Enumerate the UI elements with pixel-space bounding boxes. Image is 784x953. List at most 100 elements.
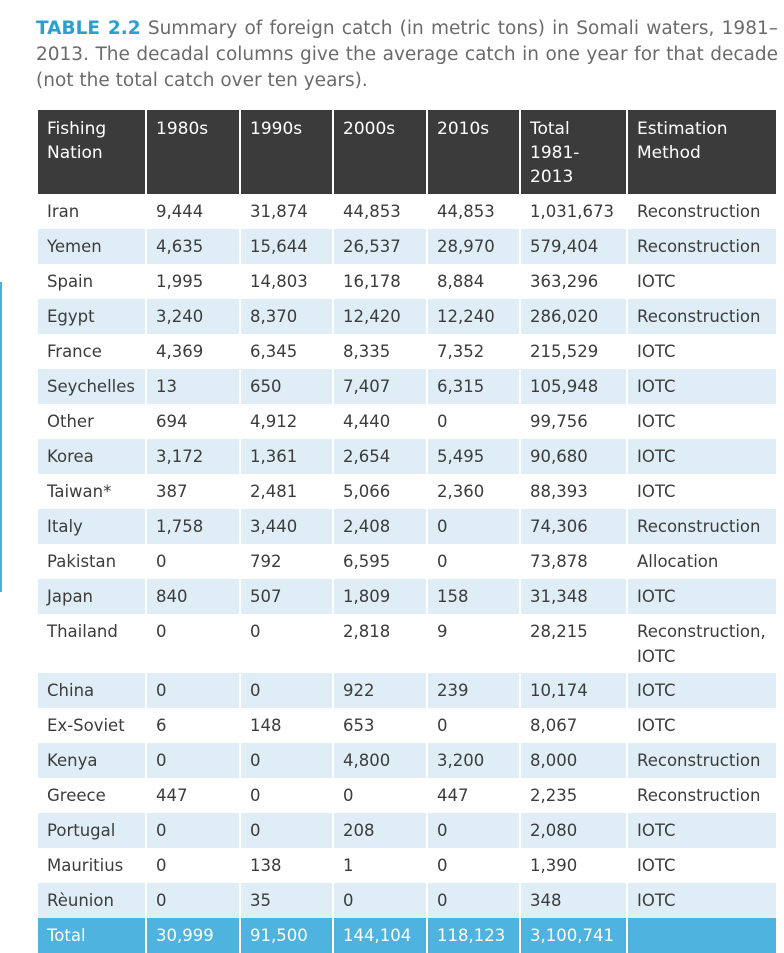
- cell-2000s: 16,178: [334, 264, 426, 299]
- cell-total: 105,948: [521, 369, 626, 404]
- table-row: Japan 840 507 1,809 158 31,348 IOTC: [38, 579, 776, 614]
- cell-method: Reconstruction: [628, 299, 776, 334]
- table-row: Yemen 4,635 15,644 26,537 28,970 579,404 Recon…: [38, 229, 776, 264]
- cell-2010s: 0: [428, 708, 519, 743]
- cell-2010s: 7,352: [428, 334, 519, 369]
- cell-nation: Yemen: [38, 229, 145, 264]
- cell-1980s: 0: [147, 883, 239, 918]
- cell-1990s: 0: [241, 778, 332, 813]
- cell-1980s: 0: [147, 848, 239, 883]
- cell-2000s: 44,853: [334, 194, 426, 229]
- cell-nation: Ex-Soviet: [38, 708, 145, 743]
- cell-total: 286,020: [521, 299, 626, 334]
- cell-1980s: 9,444: [147, 194, 239, 229]
- table-row: Seychelles 13 650 7,407 6,315 105,948 IOTC: [38, 369, 776, 404]
- cell-nation: France: [38, 334, 145, 369]
- cell-2010s: 6,315: [428, 369, 519, 404]
- cell-1990s: 31,874: [241, 194, 332, 229]
- cell-1980s: 4,635: [147, 229, 239, 264]
- cell-2000s: 2,654: [334, 439, 426, 474]
- cell-1990s: 6,345: [241, 334, 332, 369]
- cell-1980s: 694: [147, 404, 239, 439]
- cell-nation: China: [38, 673, 145, 708]
- cell-2010s: 447: [428, 778, 519, 813]
- table-row: Other 694 4,912 4,440 0 99,756 IOTC: [38, 404, 776, 439]
- cell-1990s: 8,370: [241, 299, 332, 334]
- table-row: China 0 0 922 239 10,174 IOTC: [38, 673, 776, 708]
- cell-total: 10,174: [521, 673, 626, 708]
- cell-2000s: 26,537: [334, 229, 426, 264]
- cell-1990s: 0: [241, 743, 332, 778]
- cell-1980s: 6: [147, 708, 239, 743]
- cell-method: Reconstruction: [628, 743, 776, 778]
- cell-1980s: 0: [147, 614, 239, 673]
- cell-total: 215,529: [521, 334, 626, 369]
- cell-1980s: 0: [147, 544, 239, 579]
- cell-2000s: 4,440: [334, 404, 426, 439]
- cell-1980s: 0: [147, 743, 239, 778]
- cell-1990s: 148: [241, 708, 332, 743]
- cell-1980s: 3,240: [147, 299, 239, 334]
- cell-1990s: 138: [241, 848, 332, 883]
- table-label: TABLE 2.2: [36, 18, 141, 39]
- cell-method: IOTC: [628, 883, 776, 918]
- cell-2000s: 6,595: [334, 544, 426, 579]
- cell-method: IOTC: [628, 579, 776, 614]
- total-row: Total 30,999 91,500 144,104 118,123 3,100,741: [38, 918, 776, 953]
- cell-total: 99,756: [521, 404, 626, 439]
- cell-nation: Seychelles: [38, 369, 145, 404]
- table-row: Egypt 3,240 8,370 12,420 12,240 286,020 Recons…: [38, 299, 776, 334]
- cell-2010s: 28,970: [428, 229, 519, 264]
- cell-1990s: 650: [241, 369, 332, 404]
- cell-1980s: 387: [147, 474, 239, 509]
- cell-total: 90,680: [521, 439, 626, 474]
- cell-2000s: 2,408: [334, 509, 426, 544]
- cell-1980s: 30,999: [147, 918, 239, 953]
- cell-1990s: 0: [241, 614, 332, 673]
- cell-1990s: 792: [241, 544, 332, 579]
- cell-1990s: 2,481: [241, 474, 332, 509]
- header-row: Fishing Nation 1980s 1990s 2000s 2010s T…: [38, 110, 776, 194]
- cell-1990s: 91,500: [241, 918, 332, 953]
- cell-total: 348: [521, 883, 626, 918]
- table-row: Portugal 0 0 208 0 2,080 IOTC: [38, 813, 776, 848]
- cell-2010s: 9: [428, 614, 519, 673]
- cell-1980s: 13: [147, 369, 239, 404]
- cell-1980s: 1,995: [147, 264, 239, 299]
- cell-2010s: 8,884: [428, 264, 519, 299]
- cell-1980s: 3,172: [147, 439, 239, 474]
- cell-2010s: 2,360: [428, 474, 519, 509]
- cell-2010s: 158: [428, 579, 519, 614]
- cell-2000s: 8,335: [334, 334, 426, 369]
- cell-method: Reconstruction: [628, 509, 776, 544]
- cell-total: 363,296: [521, 264, 626, 299]
- cell-total: 2,080: [521, 813, 626, 848]
- cell-2010s: 0: [428, 404, 519, 439]
- foreign-catch-table: Fishing Nation 1980s 1990s 2000s 2010s T…: [36, 110, 778, 953]
- header-2000s: 2000s: [334, 110, 426, 194]
- cell-total: 2,235: [521, 778, 626, 813]
- cell-1980s: 1,758: [147, 509, 239, 544]
- table-row: Iran 9,444 31,874 44,853 44,853 1,031,673 Reco…: [38, 194, 776, 229]
- cell-method: Reconstruction: [628, 229, 776, 264]
- header-1990s: 1990s: [241, 110, 332, 194]
- cell-1990s: 0: [241, 673, 332, 708]
- cell-1990s: 14,803: [241, 264, 332, 299]
- cell-total: 3,100,741: [521, 918, 626, 953]
- cell-nation: Egypt: [38, 299, 145, 334]
- cell-2000s: 0: [334, 778, 426, 813]
- header-estimation-method: Estimation Method: [628, 110, 776, 194]
- cell-method: Reconstruction: [628, 194, 776, 229]
- cell-total: 579,404: [521, 229, 626, 264]
- cell-method: IOTC: [628, 708, 776, 743]
- cell-2000s: 208: [334, 813, 426, 848]
- table-row: Korea 3,172 1,361 2,654 5,495 90,680 IOTC: [38, 439, 776, 474]
- table-row: Italy 1,758 3,440 2,408 0 74,306 Reconstructio…: [38, 509, 776, 544]
- table-row: Mauritius 0 138 1 0 1,390 IOTC: [38, 848, 776, 883]
- cell-method: IOTC: [628, 369, 776, 404]
- cell-2010s: 118,123: [428, 918, 519, 953]
- cell-nation: Spain: [38, 264, 145, 299]
- cell-2000s: 4,800: [334, 743, 426, 778]
- cell-1980s: 0: [147, 673, 239, 708]
- cell-nation: Italy: [38, 509, 145, 544]
